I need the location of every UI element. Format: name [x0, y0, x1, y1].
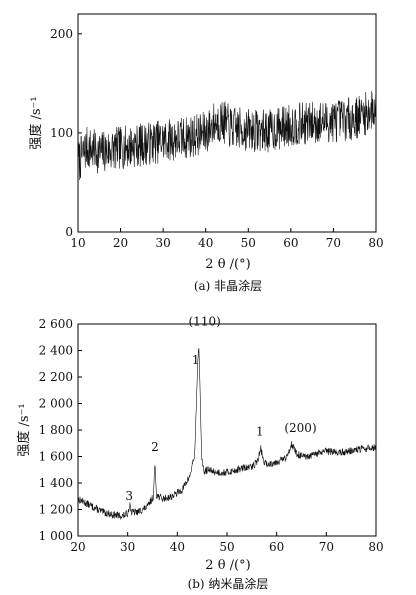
peak-annotation: 1	[256, 424, 264, 438]
y-tick-label: 1 600	[39, 450, 73, 464]
y-tick-label: 200	[50, 27, 73, 41]
x-tick-label: 80	[368, 540, 383, 554]
x-tick-label: 70	[319, 540, 334, 554]
y-tick-label: 1 000	[39, 529, 73, 543]
y-ticks-a: 0 100 200	[50, 27, 82, 239]
series-line	[77, 347, 377, 520]
x-tick-label: 10	[70, 236, 85, 250]
series-group-a	[77, 91, 377, 180]
y-tick-label: 2 600	[39, 317, 73, 331]
plot-frame-a	[77, 13, 377, 233]
caption-b: (b) 纳米晶涂层	[188, 576, 269, 591]
peak-annotation: 2	[151, 440, 159, 454]
y-tick-label: 1 400	[39, 476, 73, 490]
x-tick-label: 80	[368, 236, 383, 250]
x-tick-label: 30	[156, 236, 171, 250]
y-tick-label: 2 200	[39, 370, 73, 384]
x-tick-label: 40	[170, 540, 185, 554]
x-ticks-a: 10 20 30 40 50 60 70 80	[70, 228, 384, 250]
chart-panel-a: 10 20 30 40 50 60 70 80 0 100 200 2 θ /(°) 强度 /s⁻…	[28, 13, 384, 293]
y-axis-title-a: 强度 /s⁻¹	[28, 96, 44, 149]
x-tick-label: 50	[241, 236, 256, 250]
y-tick-label: 2 000	[39, 397, 73, 411]
y-axis-title-b: 强度 /s⁻¹	[16, 403, 32, 456]
x-tick-label: 70	[326, 236, 341, 250]
plot-frame-b	[77, 323, 377, 537]
x-tick-label: 60	[269, 540, 284, 554]
peak-annotation: 1	[192, 353, 200, 367]
x-axis-title-b: 2 θ /(°)	[205, 558, 250, 573]
y-tick-label: 1 200	[39, 503, 73, 517]
x-tick-label: 20	[70, 540, 85, 554]
y-tick-label: 1 800	[39, 423, 73, 437]
x-axis-title-a: 2 θ /(°)	[205, 257, 250, 272]
x-tick-label: 30	[120, 540, 135, 554]
peak-annotation: 3	[125, 489, 133, 503]
y-tick-label: 2 400	[39, 344, 73, 358]
y-ticks-b: 1 000 1 200 1 400 1 600 1 800 2 000 2 200 2 400…	[39, 317, 82, 543]
y-tick-label: 100	[50, 126, 73, 140]
x-tick-label: 50	[219, 540, 234, 554]
x-ticks-b: 20 30 40 50 60 70 80	[70, 532, 384, 554]
chart-panel-b: 20 30 40 50 60 70 80 1 000 1 200 1 400 1 600 1 800…	[16, 314, 384, 591]
series-group-b	[77, 347, 377, 520]
peak-annotations-b: 3 2 1 (110) 1 (200)	[125, 314, 316, 503]
x-tick-label: 40	[198, 236, 213, 250]
peak-annotation: (110)	[189, 314, 221, 328]
series-line	[77, 91, 377, 180]
x-tick-label: 60	[283, 236, 298, 250]
peak-annotation: (200)	[284, 421, 316, 435]
caption-a: (a) 非晶涂层	[194, 278, 262, 293]
y-tick-label: 0	[65, 225, 73, 239]
x-tick-label: 20	[113, 236, 128, 250]
